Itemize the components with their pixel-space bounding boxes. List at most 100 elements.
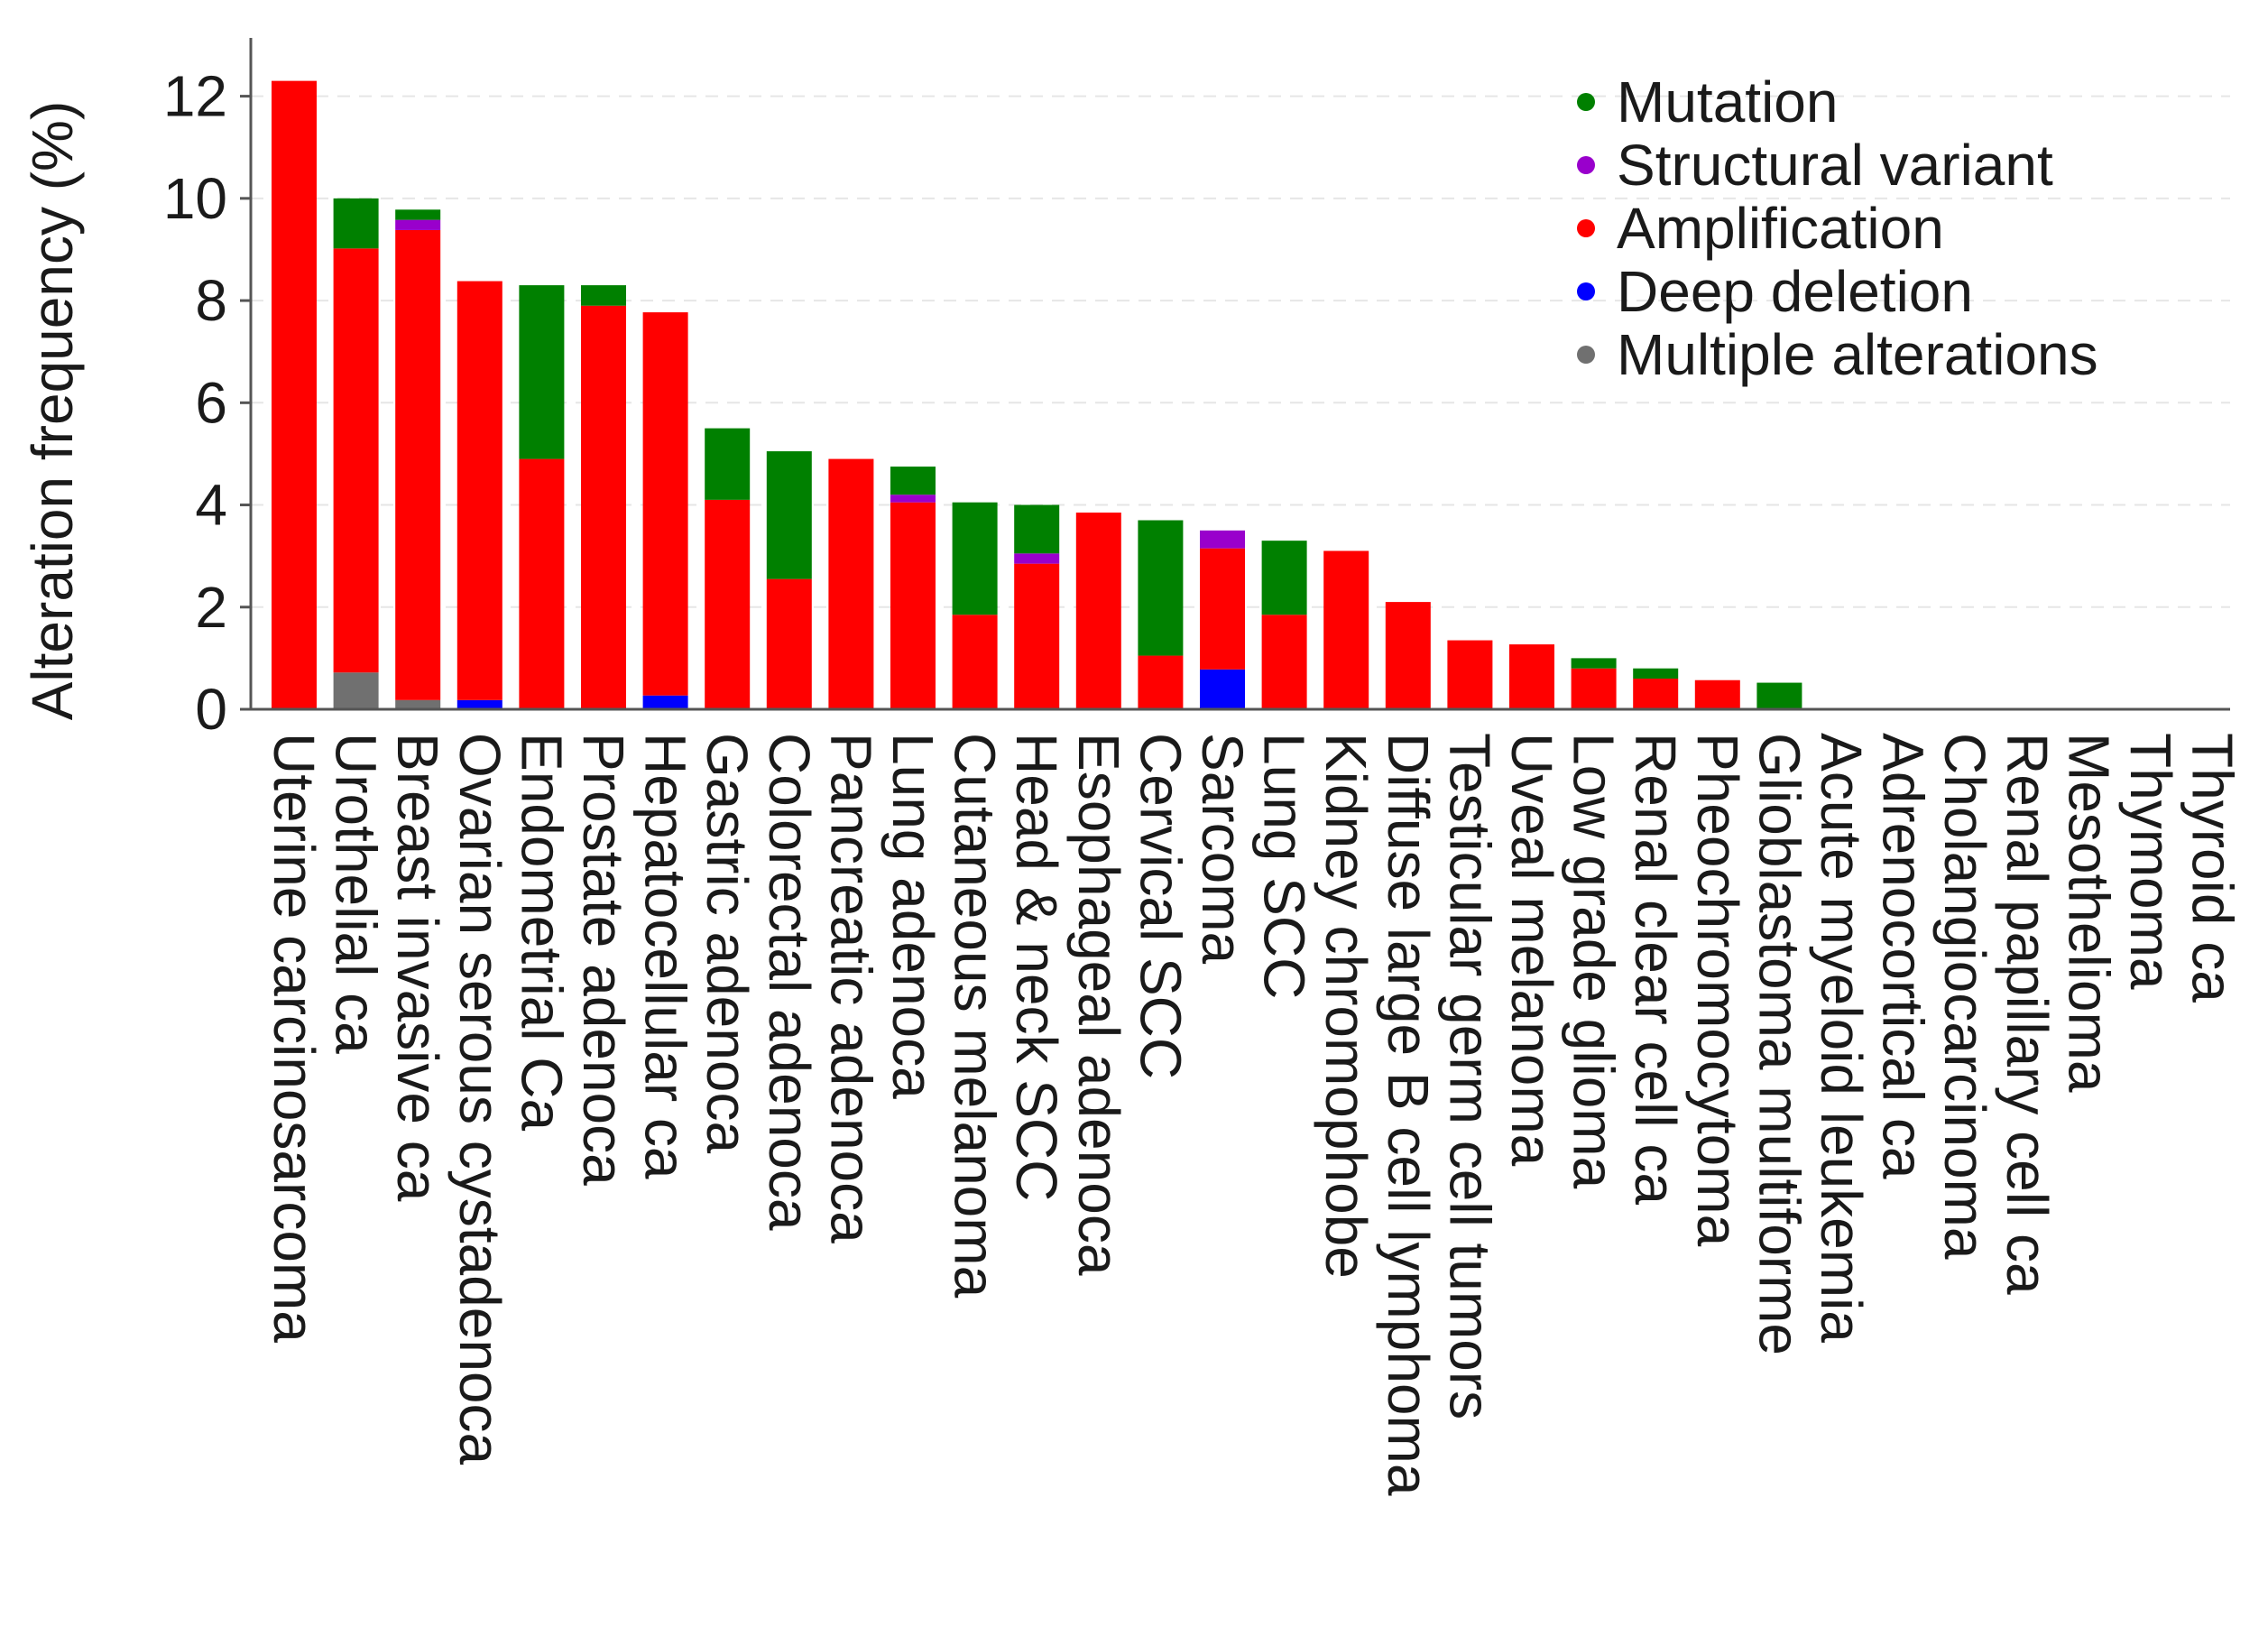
x-category-label: Colorectal adenoca: [757, 733, 822, 1231]
bar-stack: [1075, 513, 1121, 709]
bar-segment-amplification: [1447, 640, 1493, 709]
bar-segment-mutation: [890, 467, 936, 495]
x-category-label: Sarcoma: [1190, 733, 1255, 965]
y-tick-labels: 0 2 4 6 8 10 12: [163, 64, 227, 742]
y-tick-label: 12: [163, 64, 227, 129]
bar-stack: [1323, 550, 1369, 709]
bar-stack: [1261, 541, 1307, 709]
legend-item: Structural variant: [1577, 133, 2053, 198]
bar-segment-amplification: [1200, 548, 1245, 670]
bar-segment-amplification: [581, 305, 626, 709]
x-category-label: Hepatocellular ca: [633, 733, 698, 1179]
x-category-label: Renal clear cell ca: [1623, 733, 1688, 1205]
bar-segment-amplification: [519, 458, 565, 709]
legend-marker: [1577, 156, 1595, 174]
legend-label: Mutation: [1617, 69, 1838, 134]
bar-segment-mutation: [1633, 668, 1679, 679]
bar-segment-deep-deletion: [456, 699, 502, 709]
bar-segment-amplification: [1633, 679, 1679, 709]
bar-stack: [1385, 602, 1431, 709]
x-category-label: Ovarian serous cystadenoca: [447, 733, 512, 1465]
bar-segment-amplification: [1571, 668, 1617, 709]
bar-segment-amplification: [272, 80, 317, 710]
bar-stack: [1014, 504, 1060, 709]
bar-segment-amplification: [1509, 644, 1554, 709]
bar-segment-deep-deletion: [642, 695, 688, 709]
x-category-label: Pancreatic adenoca: [818, 733, 883, 1243]
bar-segment-amplification: [952, 615, 998, 709]
bar-segment-amplification: [1385, 602, 1431, 709]
bar-segment-amplification: [1323, 550, 1369, 709]
bar-stack: [766, 451, 812, 709]
x-category-label: Gastric adenoca: [695, 733, 760, 1153]
legend-item: Deep deletion: [1577, 259, 1973, 324]
x-category-label: Endometrial Ca: [509, 733, 574, 1132]
x-category-label: Head & neck SCC: [1004, 733, 1069, 1201]
bar-segment-mutation: [581, 285, 626, 306]
legend-label: Deep deletion: [1617, 259, 1973, 324]
x-category-label: Lung SCC: [1252, 733, 1317, 999]
bar-segment-structural-variant: [890, 495, 936, 503]
x-category-label: Pheochromocytoma: [1685, 733, 1750, 1247]
x-category-label: Thyroid ca: [2180, 733, 2245, 1003]
bar-stack: [1633, 668, 1679, 709]
bar-stack: [395, 209, 441, 709]
bar-stack: [1138, 520, 1184, 709]
bar-stack: [581, 285, 626, 709]
bar-stack: [1571, 658, 1617, 709]
x-category-label: Uterine carcinosarcoma: [262, 733, 327, 1343]
x-category-label: Esophageal adenoca: [1066, 733, 1131, 1276]
bar-segment-mutation: [1261, 541, 1307, 615]
bar-segment-amplification: [1261, 615, 1307, 709]
bar-segment-mutation: [952, 502, 998, 615]
y-tick-label: 2: [195, 575, 227, 640]
bar-segment-amplification: [1138, 655, 1184, 709]
bar-stack: [1447, 640, 1493, 709]
x-category-label: Adrenocortical ca: [1871, 733, 1936, 1179]
axes: [240, 38, 2230, 711]
bar-segment-amplification: [890, 502, 936, 709]
x-category-label: Glioblastoma multiforme: [1747, 733, 1812, 1355]
bar-segment-amplification: [642, 312, 688, 696]
legend-label: Structural variant: [1617, 133, 2053, 198]
legend-label: Multiple alterations: [1617, 322, 2098, 387]
bar-segment-structural-variant: [395, 219, 441, 230]
bar-segment-deep-deletion: [1200, 669, 1245, 709]
bar-segment-mutation: [519, 285, 565, 459]
bar-stack: [705, 428, 751, 709]
legend-item: Multiple alterations: [1577, 322, 2098, 387]
bar-stack: [952, 502, 998, 709]
y-axis-title: Alteration frequency (%): [20, 101, 85, 721]
x-category-label: Acute myeloid leukemia: [1809, 733, 1874, 1343]
x-category-label: Urothelial ca: [324, 733, 389, 1054]
bar-segment-structural-variant: [1200, 530, 1245, 549]
bar-segment-structural-variant: [1014, 553, 1060, 564]
bar-segment-mutation: [1138, 520, 1184, 656]
x-category-label: Cholangiocarcinoma: [1932, 733, 1997, 1260]
x-category-label: Uveal melanoma: [1499, 733, 1564, 1167]
x-category-label: Prostate adenoca: [571, 733, 636, 1186]
bar-stack: [1200, 530, 1245, 709]
x-category-label: Mesothelioma: [2056, 733, 2121, 1093]
bar-segment-amplification: [395, 229, 441, 700]
y-tick-label: 8: [195, 268, 227, 333]
bar-stack: [642, 312, 688, 709]
bar-segment-amplification: [705, 499, 751, 709]
bar-stack: [1509, 644, 1554, 709]
bar-segment-amplification: [766, 578, 812, 709]
bar-stack: [828, 458, 874, 709]
legend-label: Amplification: [1617, 196, 1944, 261]
bar-segment-amplification: [1075, 513, 1121, 709]
bar-segment-amplification: [1014, 563, 1060, 709]
y-tick-label: 4: [195, 473, 227, 538]
bar-segment-amplification: [1694, 679, 1740, 709]
bar-stack: [456, 281, 502, 709]
bar-segment-multiple-alterations: [395, 699, 441, 709]
y-tick-label: 0: [195, 677, 227, 742]
legend-marker: [1577, 346, 1595, 364]
bar-stack: [519, 285, 565, 709]
x-category-label: Lung adenoca: [880, 733, 945, 1099]
x-category-label: Testicular germ cell tumors: [1437, 733, 1502, 1419]
